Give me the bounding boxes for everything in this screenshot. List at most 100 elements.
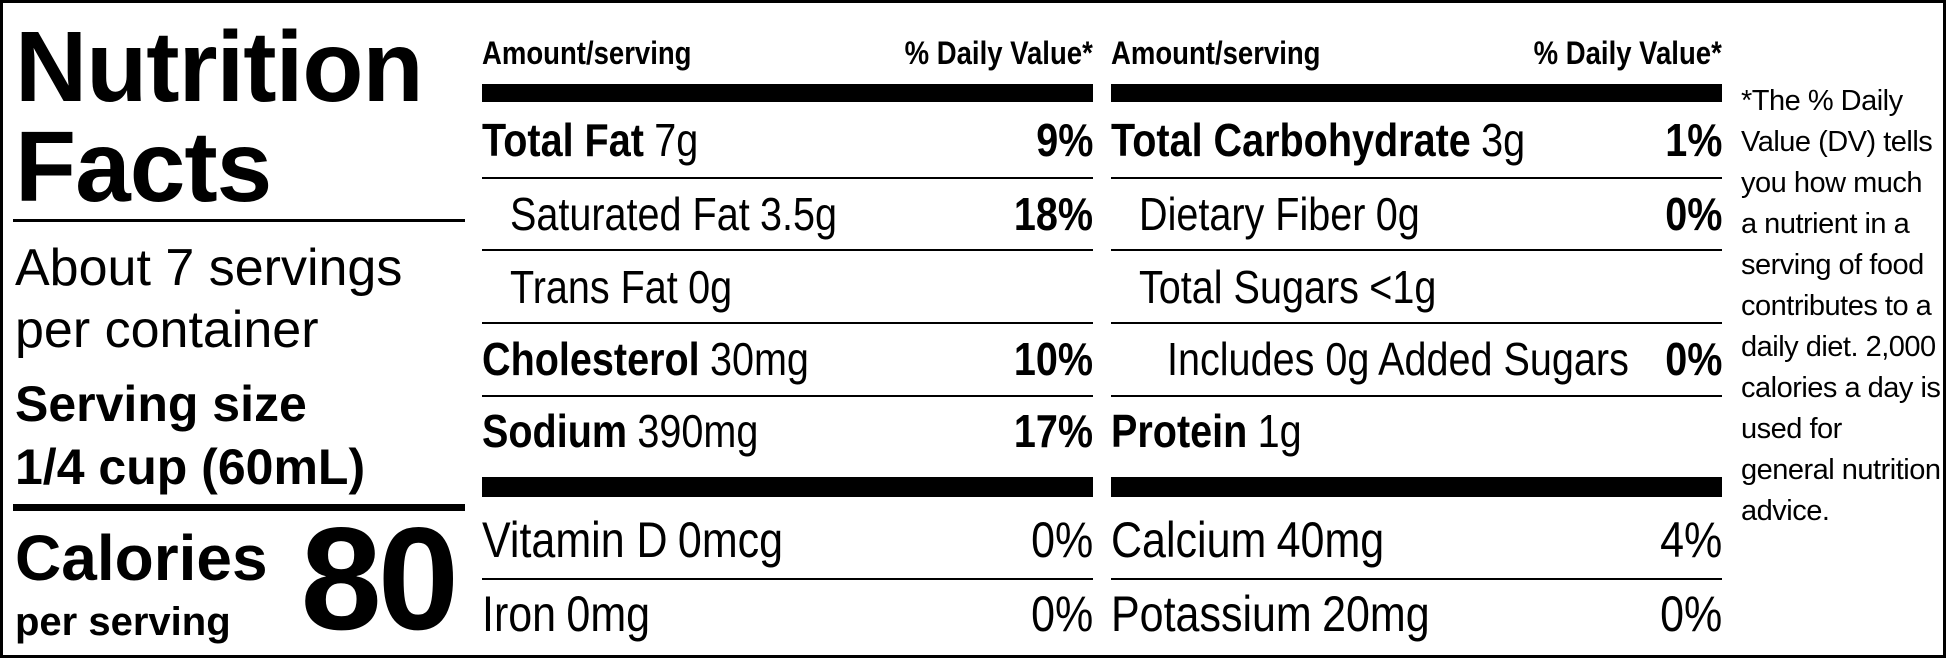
- thick-rule: [13, 504, 465, 511]
- serving-size-value: 1/4 cup (60mL): [15, 439, 366, 495]
- calories-label: Calories: [15, 522, 268, 594]
- footnote: *The % Daily Value (DV) tells you how mu…: [1741, 85, 1941, 527]
- calories-sublabel: per serving: [15, 600, 231, 644]
- daily-value: 0%: [1021, 578, 1093, 650]
- nutrient-amount: <1g: [1369, 261, 1437, 313]
- nutrient-amount: 0g: [688, 261, 733, 313]
- nutrient-amount: 0mcg: [677, 512, 784, 568]
- nutrient-amount: 1g: [1257, 405, 1302, 457]
- nutrient-amount: 3g: [1481, 114, 1526, 166]
- daily-value-text: 0%: [1659, 586, 1722, 642]
- nutrient-label: Total Carbohydrate 3g: [1111, 104, 1592, 176]
- nutrient-name: Total Carbohydrate: [1111, 114, 1471, 166]
- nutrient-label: Dietary Fiber 0g: [1111, 178, 1465, 250]
- rule: [1111, 395, 1722, 397]
- nutrient-text: Sodium 390mg: [482, 395, 758, 467]
- nutrient-name: Total Sugars: [1139, 261, 1359, 313]
- header: Amount/serving: [1111, 37, 1722, 69]
- nutrient-name: Cholesterol: [482, 333, 700, 385]
- nutrient-amount: 7g: [654, 114, 699, 166]
- rule: [482, 395, 1093, 397]
- nutrient-label: Iron 0mg: [482, 578, 677, 650]
- nutrient-row: Calcium 40mg 4%: [1111, 504, 1722, 576]
- nutrient-row: Potassium 20mg 0%: [1111, 578, 1722, 650]
- nutrient-row: Sodium 390mg 17%: [482, 395, 1093, 467]
- daily-value-text: 9%: [1035, 114, 1093, 166]
- nutrient-row: Iron 0mg 0%: [482, 578, 1093, 650]
- daily-value: 10%: [1001, 323, 1093, 395]
- daily-value: 18%: [1001, 178, 1093, 250]
- nutrient-amount: 0mg: [566, 586, 651, 642]
- thick-bar: [482, 84, 1093, 102]
- daily-value-text: 0%: [1030, 512, 1093, 568]
- header-text: Amount/serving: [482, 35, 692, 71]
- thick-bar: [1111, 84, 1722, 102]
- daily-value: 9%: [1027, 104, 1093, 176]
- nutrient-label: Total Fat 7g: [482, 104, 733, 176]
- nutrient-name: Total Fat: [482, 114, 644, 166]
- nutrient-name: Calcium: [1111, 512, 1267, 568]
- serving-size-label: Serving size: [15, 376, 307, 432]
- daily-value: 0%: [1650, 578, 1722, 650]
- rule: [1111, 322, 1722, 324]
- nutrient-text: Trans Fat 0g: [510, 251, 732, 323]
- nutrient-row: Cholesterol 30mg 10%: [482, 323, 1093, 395]
- nutrient-text: Saturated Fat 3.5g: [510, 178, 837, 250]
- nutrient-text: Iron 0mg: [482, 578, 650, 650]
- header: % Daily Value*: [482, 37, 1093, 69]
- rule: [482, 177, 1093, 179]
- daily-value: 0%: [1656, 323, 1722, 395]
- nutrient-label: Saturated Fat 3.5g: [482, 178, 890, 250]
- nutrient-text: Total Carbohydrate 3g: [1111, 104, 1525, 176]
- nutrient-text: Total Sugars <1g: [1139, 251, 1436, 323]
- nutrient-row: Saturated Fat 3.5g 18%: [482, 178, 1093, 250]
- nutrient-name: Protein: [1111, 405, 1248, 457]
- header-text: Amount/serving: [1111, 35, 1321, 71]
- thick-bar: [1111, 477, 1722, 497]
- rule: [1111, 249, 1722, 251]
- rule: [1111, 578, 1722, 580]
- servings: About 7 servings per container: [15, 239, 403, 359]
- nutrient-label: Protein 1g: [1111, 395, 1333, 467]
- rule: [482, 322, 1093, 324]
- nutrient-name: Iron: [482, 586, 557, 642]
- nutrient-text: Dietary Fiber 0g: [1139, 178, 1420, 250]
- nutrient-text: Calcium 40mg: [1111, 504, 1384, 576]
- daily-value-text: 18%: [1013, 188, 1093, 240]
- header: Amount/serving: [482, 37, 1093, 69]
- nutrient-row: Trans Fat 0g: [482, 251, 1093, 323]
- nutrient-amount: 0g: [1375, 188, 1420, 240]
- nutrient-label: Trans Fat 0g: [482, 251, 768, 323]
- nutrient-amount: 390mg: [637, 405, 759, 457]
- nutrient-row: Total Carbohydrate 3g 1%: [1111, 104, 1722, 176]
- daily-value-text: 1%: [1664, 114, 1722, 166]
- nutrient-text: Vitamin D 0mcg: [482, 504, 783, 576]
- nutrient-row: Protein 1g: [1111, 395, 1722, 467]
- title: Nutrition Facts: [15, 11, 424, 223]
- nutrient-text: Potassium 20mg: [1111, 578, 1430, 650]
- nutrient-label: Includes 0g Added Sugars: [1111, 323, 1704, 395]
- thick-bar: [482, 477, 1093, 497]
- nutrient-label: Calcium 40mg: [1111, 504, 1429, 576]
- daily-value: 17%: [1001, 395, 1093, 467]
- daily-value-text: 0%: [1664, 333, 1722, 385]
- nutrient-label: Sodium 390mg: [482, 395, 803, 467]
- daily-value-text: 10%: [1013, 333, 1093, 385]
- nutrient-amount: 3.5g: [760, 188, 838, 240]
- daily-value: 0%: [1656, 178, 1722, 250]
- header: % Daily Value*: [1111, 37, 1722, 69]
- calories-value: 80: [300, 497, 459, 658]
- nutrient-amount: 20mg: [1322, 586, 1430, 642]
- header-text: % Daily Value*: [1533, 35, 1722, 71]
- nutrient-name: Trans Fat: [510, 261, 678, 313]
- rule: [1111, 177, 1722, 179]
- nutrient-name: Vitamin D: [482, 512, 668, 568]
- nutrient-amount: 30mg: [709, 333, 809, 385]
- nutrient-label: Vitamin D 0mcg: [482, 504, 832, 576]
- nutrient-amount: 40mg: [1276, 512, 1385, 568]
- nutrient-text: Includes 0g Added Sugars: [1167, 323, 1629, 395]
- rule: [482, 249, 1093, 251]
- daily-value: 0%: [1021, 504, 1093, 576]
- nutrient-label: Total Sugars <1g: [1111, 251, 1485, 323]
